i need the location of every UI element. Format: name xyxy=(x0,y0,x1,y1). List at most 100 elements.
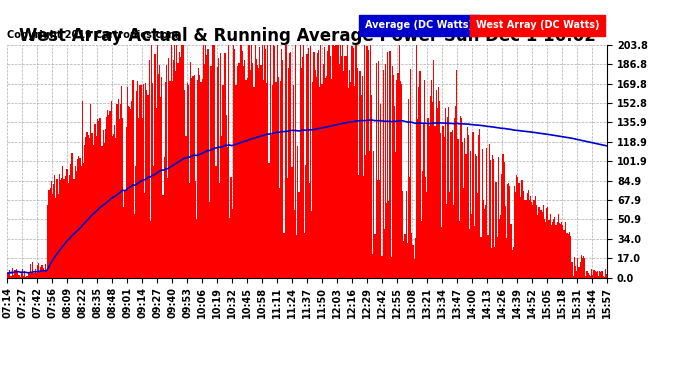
Bar xyxy=(599,271,600,278)
Bar xyxy=(219,183,220,278)
Bar xyxy=(478,135,480,278)
Bar xyxy=(344,56,346,278)
Bar xyxy=(406,243,408,278)
Bar xyxy=(255,45,256,278)
Bar xyxy=(433,60,435,278)
Bar xyxy=(426,192,428,278)
Text: Copyright 2019 Cartronics.com: Copyright 2019 Cartronics.com xyxy=(7,30,178,40)
Bar xyxy=(55,198,57,278)
Bar xyxy=(311,211,313,278)
Bar xyxy=(355,45,356,278)
Bar xyxy=(152,83,153,278)
Bar xyxy=(199,75,201,278)
Bar xyxy=(126,127,127,278)
Bar xyxy=(591,269,592,278)
Bar xyxy=(204,64,205,278)
Bar xyxy=(258,68,259,278)
Bar xyxy=(368,152,370,278)
Bar xyxy=(480,237,482,278)
Bar xyxy=(134,214,135,278)
Bar xyxy=(500,215,501,278)
Bar xyxy=(23,276,24,278)
Bar xyxy=(84,146,86,278)
Bar xyxy=(175,71,176,278)
Bar xyxy=(513,247,514,278)
Bar xyxy=(442,126,444,278)
Bar xyxy=(288,68,289,278)
Bar xyxy=(127,87,128,278)
Bar xyxy=(514,186,515,278)
Bar xyxy=(249,45,250,278)
Bar xyxy=(98,120,99,278)
Bar xyxy=(432,102,433,278)
Bar xyxy=(309,183,310,278)
Bar xyxy=(403,241,404,278)
Bar xyxy=(228,45,229,278)
Bar xyxy=(471,214,473,278)
Bar xyxy=(170,45,172,278)
Bar xyxy=(191,78,193,278)
Bar xyxy=(371,95,372,278)
Bar xyxy=(456,70,457,278)
Bar xyxy=(174,45,175,278)
Bar xyxy=(97,119,98,278)
Bar xyxy=(523,191,524,278)
Bar xyxy=(236,85,237,278)
Bar xyxy=(167,178,168,278)
Bar xyxy=(396,80,397,278)
Bar xyxy=(225,53,226,278)
Bar xyxy=(508,183,509,278)
Bar xyxy=(585,276,586,278)
Bar xyxy=(506,238,507,278)
Bar xyxy=(302,57,303,278)
Bar xyxy=(439,100,440,278)
Bar xyxy=(196,219,197,278)
Bar xyxy=(387,52,388,278)
Bar xyxy=(30,264,31,278)
Bar xyxy=(590,276,591,278)
Bar xyxy=(95,124,96,278)
Bar xyxy=(169,81,170,278)
Bar xyxy=(251,45,253,278)
Bar xyxy=(499,219,500,278)
Bar xyxy=(137,81,138,278)
Bar xyxy=(566,233,567,278)
Bar xyxy=(549,220,550,278)
Bar xyxy=(37,265,38,278)
Bar xyxy=(385,64,386,278)
Bar xyxy=(571,262,573,278)
Bar xyxy=(430,96,431,278)
Bar xyxy=(468,135,469,278)
Bar xyxy=(313,52,315,278)
Bar xyxy=(72,179,74,278)
Bar xyxy=(334,46,335,278)
Bar xyxy=(555,225,557,278)
Bar xyxy=(444,137,445,278)
Bar xyxy=(50,181,52,278)
Bar xyxy=(490,160,491,278)
Bar xyxy=(128,106,129,278)
Bar xyxy=(569,232,571,278)
Bar xyxy=(524,200,525,278)
Bar xyxy=(194,75,195,278)
Bar xyxy=(560,224,561,278)
Bar xyxy=(112,136,113,278)
Bar xyxy=(559,223,560,278)
Bar xyxy=(224,53,225,278)
Bar xyxy=(155,108,157,278)
Bar xyxy=(303,45,304,278)
Bar xyxy=(295,45,296,278)
Bar xyxy=(168,58,169,278)
Bar xyxy=(437,108,438,278)
Bar xyxy=(384,229,385,278)
Bar xyxy=(106,117,107,278)
Bar xyxy=(162,195,164,278)
Bar xyxy=(274,46,275,278)
Bar xyxy=(460,116,461,278)
Bar xyxy=(454,118,455,278)
Bar xyxy=(290,52,291,278)
Bar xyxy=(164,157,165,278)
Bar xyxy=(76,171,77,278)
Bar xyxy=(232,209,233,278)
Bar xyxy=(188,85,189,278)
